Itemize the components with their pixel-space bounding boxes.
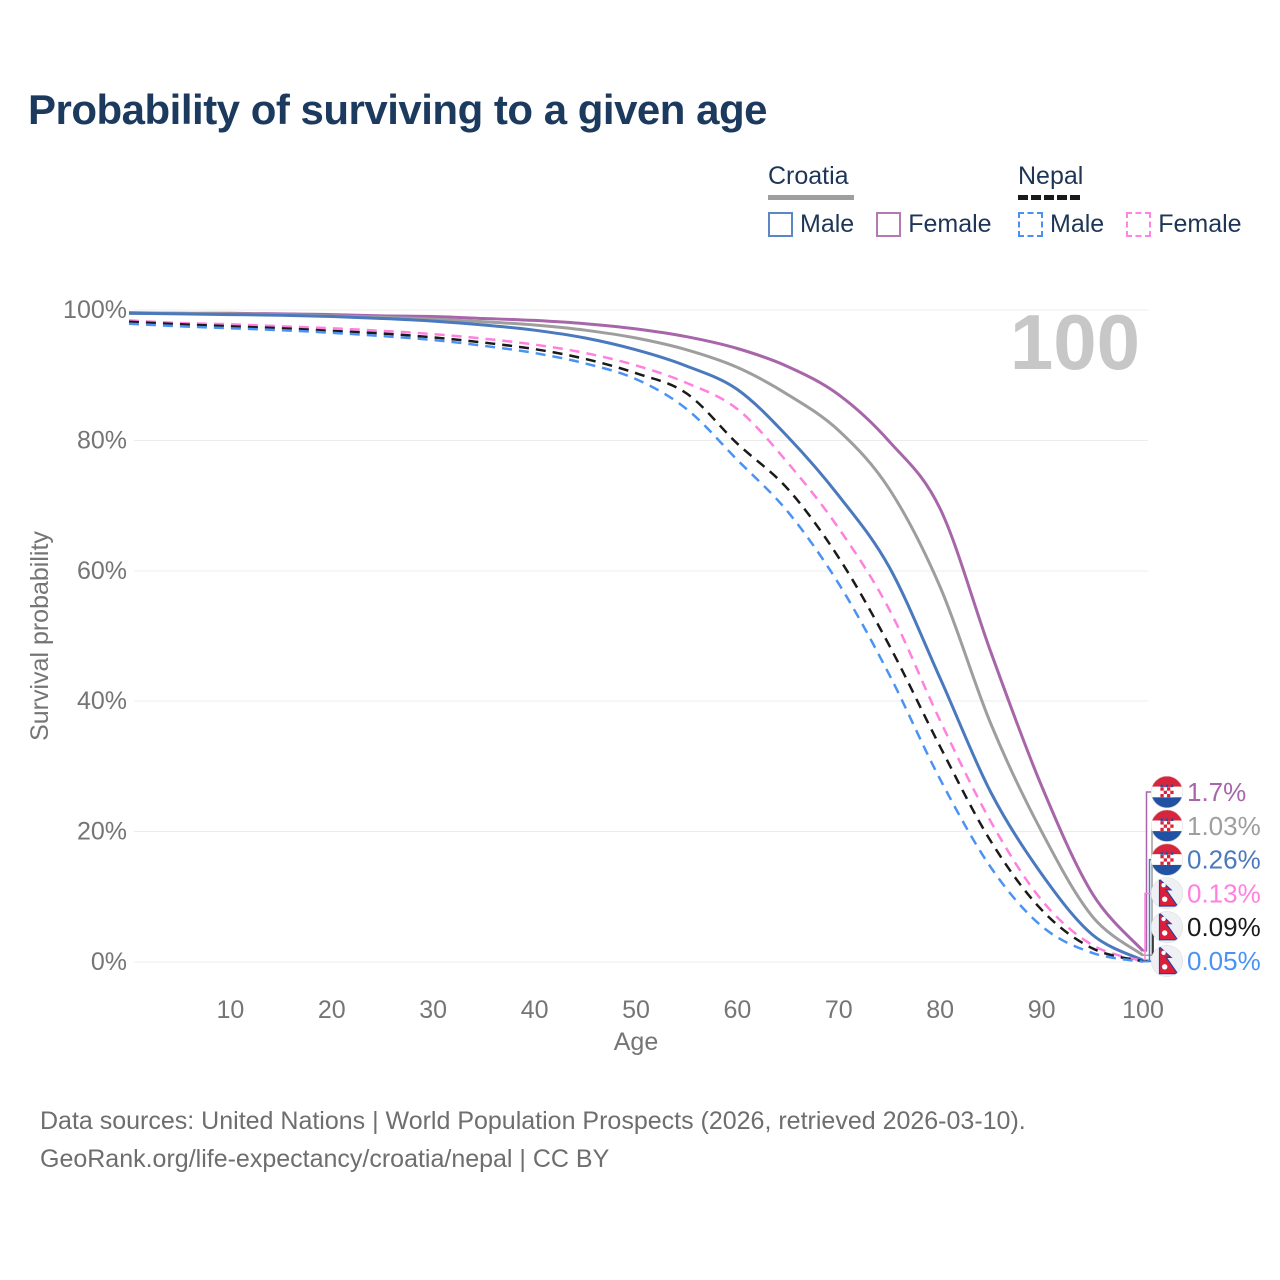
- x-tick-label: 90: [1028, 996, 1056, 1024]
- end-label-croatia-male: 0.26%: [1187, 845, 1261, 875]
- footer-link: GeoRank.org/life-expectancy/croatia/nepa…: [40, 1145, 610, 1173]
- x-tick-label: 50: [622, 996, 650, 1024]
- legend-label: Female: [1158, 210, 1242, 238]
- legend-label: Male: [1050, 210, 1105, 238]
- legend-label: Female: [908, 210, 992, 238]
- legend-croatia-header[interactable]: Croatia: [768, 162, 849, 190]
- croatia-male-swatch-icon: [768, 212, 793, 237]
- y-tick-label: 40%: [77, 687, 127, 715]
- x-tick-label: 20: [318, 996, 346, 1024]
- footer: Data sources: United Nations | World Pop…: [40, 1102, 1026, 1178]
- croatia-flag-icon: [1151, 843, 1183, 876]
- leader-line: [1143, 858, 1151, 962]
- legend-nepal-items: Male Female: [1018, 210, 1242, 239]
- y-tick-label: 0%: [91, 948, 127, 976]
- legend-group-croatia: Croatia Male Female: [768, 162, 992, 239]
- nepal-line-swatch: [1018, 195, 1080, 200]
- age-watermark: 100: [1010, 298, 1140, 386]
- nepal-flag-icon: [1151, 911, 1183, 944]
- croatia-flag-icon: [1151, 776, 1183, 808]
- legend-label: Male: [800, 210, 855, 238]
- end-label-nepal-male: 0.05%: [1187, 946, 1261, 976]
- x-tick-label: 10: [216, 996, 244, 1024]
- x-tick-label: 40: [521, 996, 549, 1024]
- x-tick-label: 80: [926, 996, 954, 1024]
- end-label-nepal-female: 0.13%: [1187, 878, 1261, 908]
- y-tick-label: 20%: [77, 818, 127, 846]
- series-line-croatia-female[interactable]: [128, 311, 1145, 952]
- footer-sources: Data sources: United Nations | World Pop…: [40, 1107, 1026, 1135]
- end-label-croatia: 1.03%: [1187, 811, 1261, 841]
- y-tick-label: 100%: [63, 296, 127, 324]
- series-line-nepal-female[interactable]: [128, 319, 1144, 963]
- legend-item-croatia-male[interactable]: Male: [768, 210, 854, 239]
- series-line-nepal-male[interactable]: [128, 322, 1144, 963]
- nepal-flag-icon: [1151, 877, 1183, 910]
- legend-nepal-header[interactable]: Nepal: [1018, 162, 1084, 190]
- legend-item-croatia-female[interactable]: Female: [876, 210, 992, 239]
- x-tick-label: 30: [419, 996, 447, 1024]
- series-line-croatia[interactable]: [128, 311, 1144, 957]
- x-tick-label: 70: [825, 996, 853, 1024]
- x-axis-title: Age: [614, 1028, 658, 1056]
- end-label-croatia-female: 1.7%: [1187, 777, 1246, 807]
- legend-item-nepal-male[interactable]: Male: [1018, 210, 1104, 239]
- y-tick-label: 80%: [77, 426, 127, 454]
- y-axis-title: Survival probability: [26, 531, 54, 741]
- series-line-croatia-male[interactable]: [128, 311, 1144, 962]
- croatia-flag-icon: [1151, 809, 1183, 842]
- end-label-nepal: 0.09%: [1187, 912, 1261, 942]
- croatia-line-swatch: [768, 195, 854, 200]
- croatia-female-swatch-icon: [876, 212, 902, 237]
- x-tick-label: 100: [1122, 996, 1164, 1024]
- leader-line: [1143, 960, 1151, 963]
- legend-croatia-items: Male Female: [768, 210, 992, 239]
- legend-item-nepal-female[interactable]: Female: [1126, 210, 1242, 239]
- nepal-female-swatch-icon: [1126, 212, 1152, 237]
- page-title: Probability of surviving to a given age: [28, 86, 767, 133]
- nepal-flag-icon: [1151, 945, 1183, 977]
- x-tick-label: 60: [723, 996, 751, 1024]
- legend-group-nepal: Nepal Male Female: [1018, 162, 1242, 239]
- series-line-nepal[interactable]: [128, 320, 1144, 963]
- y-tick-label: 60%: [77, 557, 127, 585]
- nepal-male-swatch-icon: [1018, 212, 1043, 237]
